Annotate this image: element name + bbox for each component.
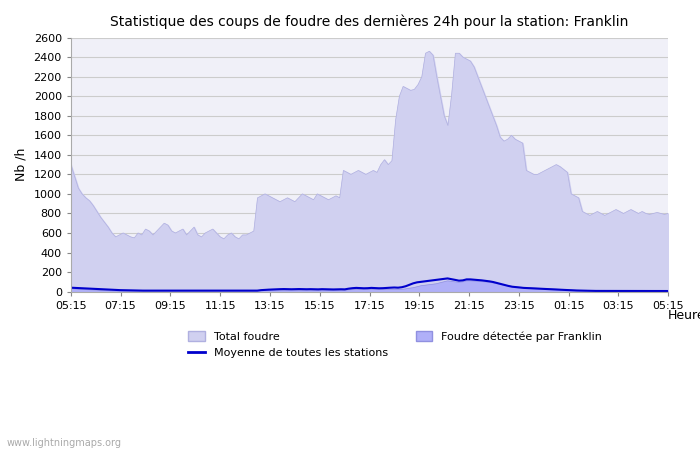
Y-axis label: Nb /h: Nb /h — [15, 148, 28, 181]
Title: Statistique des coups de foudre des dernières 24h pour la station: Franklin: Statistique des coups de foudre des dern… — [111, 15, 629, 30]
Text: www.lightningmaps.org: www.lightningmaps.org — [7, 438, 122, 448]
X-axis label: Heure: Heure — [667, 310, 700, 322]
Legend: Total foudre, Moyenne de toutes les stations, Foudre détectée par Franklin: Total foudre, Moyenne de toutes les stat… — [184, 327, 607, 362]
